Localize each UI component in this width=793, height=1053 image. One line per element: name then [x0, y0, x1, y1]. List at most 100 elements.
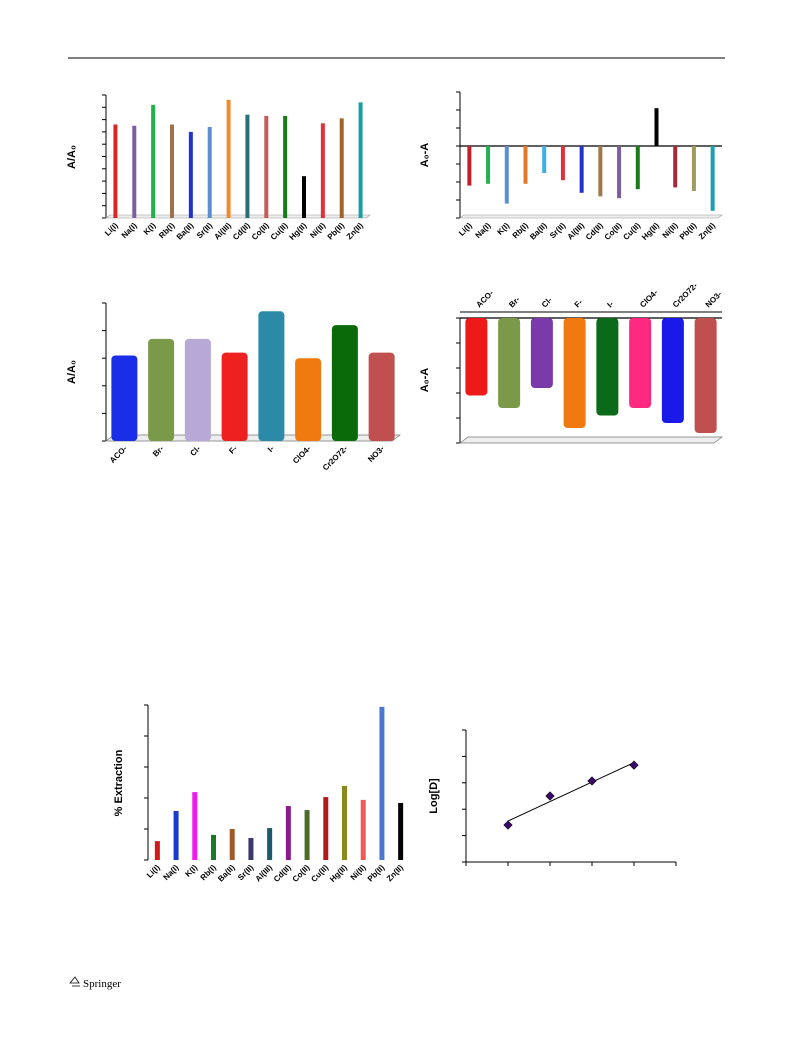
x-tick-label: Cd(II) — [231, 221, 252, 242]
x-tick-label: Sr(II) — [236, 863, 255, 882]
bar — [304, 810, 310, 860]
bar — [629, 318, 652, 408]
bar — [113, 124, 118, 218]
bar — [635, 146, 640, 190]
bar — [579, 146, 584, 193]
bar — [379, 706, 385, 860]
publisher: Springer — [83, 978, 121, 990]
x-tick-label: NO3- — [366, 444, 386, 464]
x-tick-label: Cu(II) — [309, 863, 330, 884]
bar — [673, 146, 678, 188]
x-tick-label: Ba(II) — [216, 863, 237, 884]
x-tick-label: Li(I) — [145, 863, 162, 880]
bar — [320, 123, 325, 218]
x-tick-label: Co(II) — [291, 863, 312, 884]
bar — [596, 318, 619, 416]
x-tick-label: Pb(II) — [326, 221, 347, 242]
point — [503, 820, 513, 830]
x-tick-label: Cl- — [188, 444, 202, 458]
y-axis-label: A₀-A — [419, 143, 431, 168]
x-tick-label: Ba(II) — [528, 221, 549, 242]
bar — [170, 124, 174, 218]
point — [629, 760, 639, 770]
x-tick-label: ACO- — [108, 444, 129, 465]
bar — [530, 318, 553, 388]
y-axis-label: % Extraction — [113, 749, 125, 816]
x-tick-label: Rb(I) — [157, 221, 176, 240]
x-tick-label: I- — [605, 299, 615, 309]
x-tick-label: Zn(II) — [385, 863, 405, 883]
floor — [105, 214, 371, 219]
bar — [358, 102, 363, 218]
x-tick-label: Ni(II) — [349, 863, 368, 882]
x-tick-label: Ni(II) — [308, 221, 327, 240]
bar — [598, 146, 603, 197]
x-tick-label: Zn(II) — [697, 221, 717, 241]
x-tick-label: Co(II) — [250, 221, 271, 242]
x-tick-label: Al(III) — [212, 221, 233, 242]
x-tick-label: Pb(II) — [366, 863, 387, 884]
bar — [111, 355, 138, 441]
x-tick-label: Na(I) — [474, 221, 493, 240]
x-tick-label: Cr2O72- — [671, 281, 700, 310]
bar — [617, 146, 622, 199]
bar — [258, 311, 285, 441]
bar — [661, 318, 684, 423]
bar — [148, 338, 175, 441]
x-tick-label: K(I) — [142, 221, 158, 237]
y-axis-label: Log[D] — [428, 778, 440, 814]
bar — [654, 108, 659, 146]
x-tick-label: I- — [266, 444, 276, 454]
bar — [229, 829, 235, 860]
x-tick-label: Ni(II) — [661, 221, 680, 240]
y-axis-label: A₀-A — [419, 368, 431, 393]
bar — [154, 841, 160, 860]
x-tick-label: Li(I) — [103, 221, 120, 238]
x-tick-label: Cu(II) — [269, 221, 290, 242]
bar — [498, 318, 521, 408]
bar — [264, 115, 269, 218]
bar — [486, 146, 491, 184]
bar — [285, 806, 291, 860]
x-tick-label: Rb(I) — [511, 221, 530, 240]
x-tick-label: Hg(II) — [640, 221, 661, 242]
bar — [207, 126, 212, 218]
x-tick-label: Co(II) — [603, 221, 624, 242]
x-tick-label: Cd(II) — [272, 863, 293, 884]
x-tick-label: Cl- — [540, 295, 554, 309]
x-tick-label: Cu(II) — [621, 221, 642, 242]
bar — [560, 146, 565, 181]
y-axis-label: A/A₀ — [66, 360, 78, 384]
bar — [323, 797, 329, 860]
springer-logo — [69, 976, 80, 987]
x-tick-label: Zn(II) — [345, 221, 365, 241]
bar — [342, 785, 347, 860]
bar — [221, 352, 248, 441]
x-tick-label: Sr(II) — [548, 221, 567, 240]
bar — [691, 146, 696, 191]
point — [545, 791, 555, 801]
floor — [104, 434, 402, 442]
x-tick-label: K(I) — [495, 221, 511, 237]
bar — [398, 802, 404, 860]
x-tick-label: ClO4- — [291, 444, 313, 466]
bar — [504, 146, 509, 204]
x-tick-label: Ba(II) — [175, 221, 196, 242]
bar — [245, 114, 250, 218]
x-tick-label: NO3- — [704, 289, 724, 309]
floor — [459, 214, 723, 219]
bar — [563, 318, 586, 428]
bar — [267, 828, 273, 860]
bar — [465, 318, 488, 396]
x-tick-label: Br- — [507, 295, 522, 310]
x-tick-label: Cd(II) — [584, 221, 605, 242]
bar — [283, 115, 288, 218]
x-tick-label: ClO4- — [638, 288, 660, 310]
x-tick-label: Al(III) — [566, 221, 587, 242]
bar — [173, 811, 179, 860]
x-tick-label: Hg(II) — [328, 863, 349, 884]
bar — [192, 792, 198, 860]
trend-line — [507, 762, 635, 822]
